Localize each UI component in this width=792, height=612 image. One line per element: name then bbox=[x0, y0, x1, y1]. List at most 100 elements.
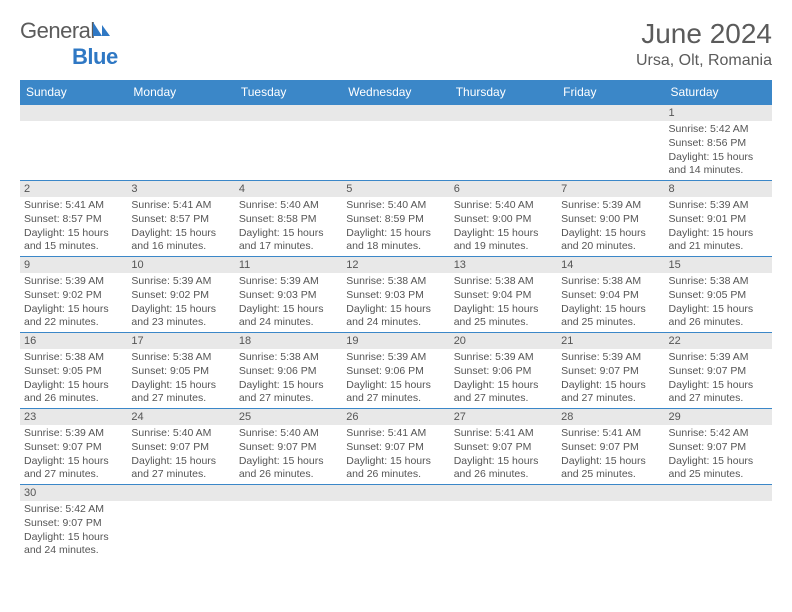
day-data: Sunrise: 5:41 AMSunset: 9:07 PMDaylight:… bbox=[450, 425, 557, 484]
calendar-cell bbox=[450, 485, 557, 561]
calendar-cell bbox=[665, 485, 772, 561]
sunset-text: Sunset: 8:57 PM bbox=[24, 213, 123, 227]
daylight-text: Daylight: 15 hours and 23 minutes. bbox=[131, 303, 230, 330]
day-data: Sunrise: 5:39 AMSunset: 9:07 PMDaylight:… bbox=[665, 349, 772, 408]
sunrise-text: Sunrise: 5:39 AM bbox=[669, 351, 768, 365]
sunrise-text: Sunrise: 5:39 AM bbox=[454, 351, 553, 365]
calendar-cell: 22Sunrise: 5:39 AMSunset: 9:07 PMDayligh… bbox=[665, 333, 772, 409]
sunset-text: Sunset: 9:07 PM bbox=[131, 441, 230, 455]
sunset-text: Sunset: 9:07 PM bbox=[561, 365, 660, 379]
sunset-text: Sunset: 9:07 PM bbox=[346, 441, 445, 455]
day-data: Sunrise: 5:40 AMSunset: 9:00 PMDaylight:… bbox=[450, 197, 557, 256]
daylight-text: Daylight: 15 hours and 26 minutes. bbox=[669, 303, 768, 330]
day-data: Sunrise: 5:40 AMSunset: 9:07 PMDaylight:… bbox=[235, 425, 342, 484]
day-number: 2 bbox=[20, 181, 127, 197]
day-data: Sunrise: 5:38 AMSunset: 9:04 PMDaylight:… bbox=[450, 273, 557, 332]
day-number: 25 bbox=[235, 409, 342, 425]
sunrise-text: Sunrise: 5:39 AM bbox=[24, 427, 123, 441]
day-number bbox=[20, 105, 127, 121]
day-number: 5 bbox=[342, 181, 449, 197]
day-number: 10 bbox=[127, 257, 234, 273]
calendar-cell: 17Sunrise: 5:38 AMSunset: 9:05 PMDayligh… bbox=[127, 333, 234, 409]
day-header-row: SundayMondayTuesdayWednesdayThursdayFrid… bbox=[20, 80, 772, 105]
calendar-cell: 29Sunrise: 5:42 AMSunset: 9:07 PMDayligh… bbox=[665, 409, 772, 485]
calendar-week-row: 30Sunrise: 5:42 AMSunset: 9:07 PMDayligh… bbox=[20, 485, 772, 561]
day-number: 6 bbox=[450, 181, 557, 197]
calendar-cell: 2Sunrise: 5:41 AMSunset: 8:57 PMDaylight… bbox=[20, 181, 127, 257]
calendar-cell: 19Sunrise: 5:39 AMSunset: 9:06 PMDayligh… bbox=[342, 333, 449, 409]
day-number: 12 bbox=[342, 257, 449, 273]
sunset-text: Sunset: 9:07 PM bbox=[24, 441, 123, 455]
sunset-text: Sunset: 9:07 PM bbox=[239, 441, 338, 455]
sunrise-text: Sunrise: 5:40 AM bbox=[131, 427, 230, 441]
sunrise-text: Sunrise: 5:42 AM bbox=[669, 123, 768, 137]
sunrise-text: Sunrise: 5:41 AM bbox=[346, 427, 445, 441]
sunrise-text: Sunrise: 5:39 AM bbox=[561, 351, 660, 365]
day-header: Thursday bbox=[450, 80, 557, 105]
day-data: Sunrise: 5:38 AMSunset: 9:03 PMDaylight:… bbox=[342, 273, 449, 332]
calendar-week-row: 23Sunrise: 5:39 AMSunset: 9:07 PMDayligh… bbox=[20, 409, 772, 485]
sunset-text: Sunset: 9:04 PM bbox=[561, 289, 660, 303]
calendar-week-row: 9Sunrise: 5:39 AMSunset: 9:02 PMDaylight… bbox=[20, 257, 772, 333]
logo-text: GeneralBlue bbox=[20, 18, 118, 70]
day-data: Sunrise: 5:39 AMSunset: 9:00 PMDaylight:… bbox=[557, 197, 664, 256]
sunset-text: Sunset: 9:07 PM bbox=[669, 365, 768, 379]
calendar-cell: 28Sunrise: 5:41 AMSunset: 9:07 PMDayligh… bbox=[557, 409, 664, 485]
daylight-text: Daylight: 15 hours and 27 minutes. bbox=[346, 379, 445, 406]
sunset-text: Sunset: 9:07 PM bbox=[454, 441, 553, 455]
daylight-text: Daylight: 15 hours and 27 minutes. bbox=[131, 455, 230, 482]
calendar-cell: 1Sunrise: 5:42 AMSunset: 8:56 PMDaylight… bbox=[665, 105, 772, 181]
sunrise-text: Sunrise: 5:39 AM bbox=[669, 199, 768, 213]
day-number: 28 bbox=[557, 409, 664, 425]
day-data: Sunrise: 5:39 AMSunset: 9:06 PMDaylight:… bbox=[450, 349, 557, 408]
daylight-text: Daylight: 15 hours and 27 minutes. bbox=[239, 379, 338, 406]
sunrise-text: Sunrise: 5:41 AM bbox=[454, 427, 553, 441]
day-number: 20 bbox=[450, 333, 557, 349]
day-number: 24 bbox=[127, 409, 234, 425]
sunrise-text: Sunrise: 5:40 AM bbox=[346, 199, 445, 213]
sunset-text: Sunset: 9:01 PM bbox=[669, 213, 768, 227]
day-number bbox=[127, 105, 234, 121]
calendar-cell: 6Sunrise: 5:40 AMSunset: 9:00 PMDaylight… bbox=[450, 181, 557, 257]
sunrise-text: Sunrise: 5:38 AM bbox=[561, 275, 660, 289]
calendar-cell: 15Sunrise: 5:38 AMSunset: 9:05 PMDayligh… bbox=[665, 257, 772, 333]
calendar-cell: 3Sunrise: 5:41 AMSunset: 8:57 PMDaylight… bbox=[127, 181, 234, 257]
sunset-text: Sunset: 8:56 PM bbox=[669, 137, 768, 151]
day-header: Friday bbox=[557, 80, 664, 105]
sunrise-text: Sunrise: 5:38 AM bbox=[24, 351, 123, 365]
top-header: GeneralBlue June 2024 Ursa, Olt, Romania bbox=[20, 18, 772, 70]
day-number bbox=[342, 485, 449, 501]
day-data: Sunrise: 5:39 AMSunset: 9:02 PMDaylight:… bbox=[127, 273, 234, 332]
calendar-cell: 25Sunrise: 5:40 AMSunset: 9:07 PMDayligh… bbox=[235, 409, 342, 485]
daylight-text: Daylight: 15 hours and 25 minutes. bbox=[561, 455, 660, 482]
daylight-text: Daylight: 15 hours and 24 minutes. bbox=[24, 531, 123, 558]
sunrise-text: Sunrise: 5:38 AM bbox=[346, 275, 445, 289]
day-number: 21 bbox=[557, 333, 664, 349]
day-data: Sunrise: 5:42 AMSunset: 9:07 PMDaylight:… bbox=[665, 425, 772, 484]
day-number: 4 bbox=[235, 181, 342, 197]
sunrise-text: Sunrise: 5:40 AM bbox=[239, 427, 338, 441]
day-number: 23 bbox=[20, 409, 127, 425]
daylight-text: Daylight: 15 hours and 14 minutes. bbox=[669, 151, 768, 178]
day-number bbox=[665, 485, 772, 501]
day-number bbox=[342, 105, 449, 121]
sunset-text: Sunset: 8:59 PM bbox=[346, 213, 445, 227]
calendar-cell: 16Sunrise: 5:38 AMSunset: 9:05 PMDayligh… bbox=[20, 333, 127, 409]
calendar-cell: 4Sunrise: 5:40 AMSunset: 8:58 PMDaylight… bbox=[235, 181, 342, 257]
day-data: Sunrise: 5:38 AMSunset: 9:06 PMDaylight:… bbox=[235, 349, 342, 408]
daylight-text: Daylight: 15 hours and 26 minutes. bbox=[24, 379, 123, 406]
sunset-text: Sunset: 8:58 PM bbox=[239, 213, 338, 227]
calendar-table: SundayMondayTuesdayWednesdayThursdayFrid… bbox=[20, 80, 772, 561]
day-data: Sunrise: 5:40 AMSunset: 9:07 PMDaylight:… bbox=[127, 425, 234, 484]
sunset-text: Sunset: 9:03 PM bbox=[346, 289, 445, 303]
day-number bbox=[557, 485, 664, 501]
title-block: June 2024 Ursa, Olt, Romania bbox=[636, 18, 772, 70]
day-number: 16 bbox=[20, 333, 127, 349]
sunset-text: Sunset: 9:05 PM bbox=[669, 289, 768, 303]
day-number: 29 bbox=[665, 409, 772, 425]
calendar-cell: 8Sunrise: 5:39 AMSunset: 9:01 PMDaylight… bbox=[665, 181, 772, 257]
sunrise-text: Sunrise: 5:39 AM bbox=[131, 275, 230, 289]
sunset-text: Sunset: 9:02 PM bbox=[131, 289, 230, 303]
daylight-text: Daylight: 15 hours and 27 minutes. bbox=[454, 379, 553, 406]
sunrise-text: Sunrise: 5:38 AM bbox=[131, 351, 230, 365]
